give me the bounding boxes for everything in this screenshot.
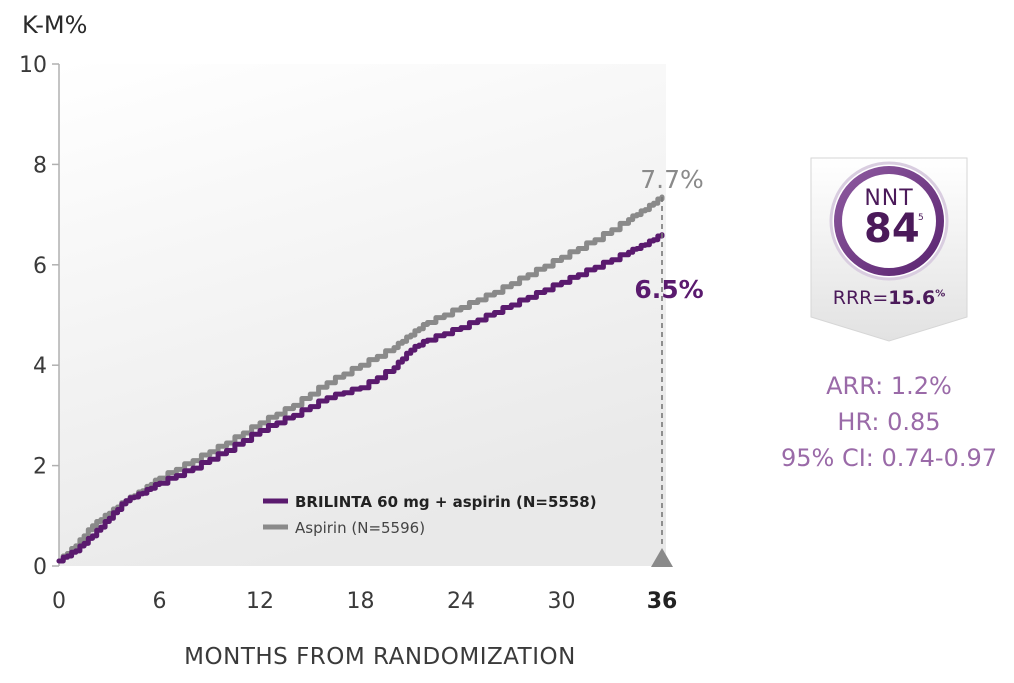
x-tick-label: 18 — [347, 589, 375, 614]
ci-stat: 95% CI: 0.74-0.97 — [780, 444, 998, 472]
y-tick-label: 4 — [33, 354, 47, 379]
rrr-label: RRR= — [832, 287, 889, 309]
x-tick-label: 36 — [647, 589, 678, 614]
x-axis-label: MONTHS FROM RANDOMIZATION — [184, 644, 576, 670]
rrr-text: RRR=15.6% — [810, 287, 968, 309]
y-tick-label: 10 — [19, 53, 47, 78]
series-line — [56, 232, 665, 564]
badge-shape — [810, 157, 968, 342]
end-marker-triangle — [651, 548, 673, 567]
nnt-badge: NNT 84 5 RRR=15.6% — [810, 157, 968, 342]
x-tick-label: 6 — [153, 589, 167, 614]
nnt-value: 84 — [864, 206, 920, 252]
legend-label: Aspirin (N=5596) — [295, 519, 425, 537]
y-tick-label: 6 — [33, 254, 47, 279]
y-tick-label: 2 — [33, 455, 47, 480]
x-tick-label: 30 — [548, 589, 576, 614]
legend-label: BRILINTA 60 mg + aspirin (N=5558) — [295, 493, 597, 511]
aspirin-end-label: 7.7% — [640, 165, 704, 194]
nnt-reference: 5 — [918, 213, 924, 223]
nnt-label: NNT — [864, 186, 914, 211]
y-axis-label: K-M% — [22, 11, 87, 39]
annotations: 7.7% 6.5% — [634, 165, 704, 567]
brilinta-end-label: 6.5% — [634, 275, 703, 304]
x-tick-label: 24 — [447, 589, 475, 614]
x-tick-label: 0 — [52, 589, 66, 614]
y-tick-label: 0 — [33, 555, 47, 580]
arr-stat: ARR: 1.2% — [826, 372, 952, 400]
rrr-value: 15.6 — [888, 287, 936, 309]
hr-stat: HR: 0.85 — [837, 408, 941, 436]
stats-block: ARR: 1.2% HR: 0.85 95% CI: 0.74-0.97 — [760, 368, 1014, 476]
x-tick-label: 12 — [246, 589, 274, 614]
rrr-unit: % — [935, 288, 946, 300]
y-tick-label: 8 — [33, 153, 47, 178]
legend: BRILINTA 60 mg + aspirin (N=5558) Aspirin… — [263, 493, 597, 537]
series-layer — [56, 194, 665, 564]
